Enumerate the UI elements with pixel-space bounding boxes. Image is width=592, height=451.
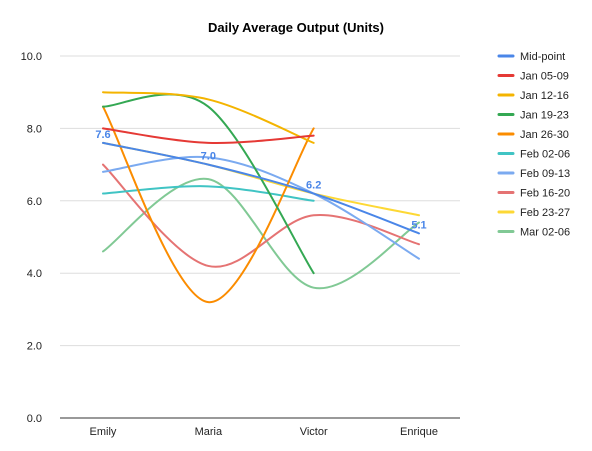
x-tick-label: Emily — [90, 426, 117, 438]
legend-item[interactable]: Jan 26-30 — [497, 129, 569, 141]
legend-label: Jan 19-23 — [520, 110, 569, 122]
series-line-jan-12-16 — [102, 91, 315, 144]
series-line-feb-02-06 — [102, 185, 315, 202]
y-tick-label: 4.0 — [27, 268, 42, 280]
legend-item[interactable]: Feb 09-13 — [497, 168, 570, 180]
legend-label: Jan 05-09 — [520, 71, 569, 83]
series-line-mid-point — [102, 141, 420, 235]
y-tick-label: 0.0 — [27, 413, 42, 425]
series-line-jan-26-30 — [102, 105, 315, 304]
y-tick-label: 2.0 — [27, 341, 42, 353]
legend-item[interactable]: Jan 12-16 — [497, 90, 569, 102]
legend-item[interactable]: Mar 02-06 — [497, 227, 570, 239]
data-label: 7.6 — [95, 129, 110, 141]
x-tick-label: Victor — [300, 426, 328, 438]
y-tick-label: 6.0 — [27, 196, 42, 208]
grid-lines — [60, 55, 460, 419]
legend-label: Mar 02-06 — [520, 227, 570, 239]
legend-item[interactable]: Jan 19-23 — [497, 110, 569, 122]
data-label: 7.0 — [201, 151, 216, 163]
legend-item[interactable]: Jan 05-09 — [497, 71, 569, 83]
series-line-mar-02-06 — [102, 178, 420, 290]
data-labels: 7.6 7.0 6.2 5.1 — [95, 129, 426, 232]
legend[interactable]: Mid-point Jan 05-09 Jan 12-16 Jan 19-23 Jan … — [497, 51, 570, 239]
legend-label: Jan 12-16 — [520, 90, 569, 102]
series-line-jan-05-09 — [102, 127, 315, 145]
series-line-feb-09-13 — [102, 155, 420, 260]
legend-label: Mid-point — [520, 51, 565, 63]
legend-label: Feb 16-20 — [520, 188, 570, 200]
y-tick-label: 8.0 — [27, 123, 42, 135]
legend-item[interactable]: Feb 02-06 — [497, 149, 570, 161]
data-label: 6.2 — [306, 180, 321, 192]
legend-label: Feb 09-13 — [520, 168, 570, 180]
chart-title: Daily Average Output (Units) — [208, 20, 384, 35]
series-lines — [102, 91, 420, 304]
legend-item[interactable]: Feb 23-27 — [497, 207, 570, 219]
legend-label: Jan 26-30 — [520, 129, 569, 141]
data-label: 5.1 — [411, 219, 426, 231]
legend-item[interactable]: Feb 16-20 — [497, 188, 570, 200]
legend-item[interactable]: Mid-point — [497, 51, 565, 63]
legend-label: Feb 02-06 — [520, 149, 570, 161]
y-tick-label: 10.0 — [21, 51, 42, 63]
y-axis-ticks: 0.0 2.0 4.0 6.0 8.0 10.0 — [21, 51, 42, 425]
x-axis-ticks: Emily Maria Victor Enrique — [90, 426, 438, 438]
series-line-jan-19-23 — [102, 93, 315, 275]
x-tick-label: Enrique — [400, 426, 438, 438]
x-tick-label: Maria — [195, 426, 223, 438]
legend-label: Feb 23-27 — [520, 207, 570, 219]
